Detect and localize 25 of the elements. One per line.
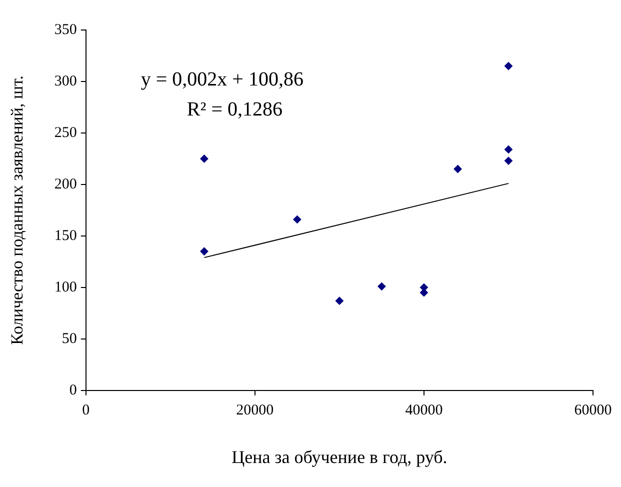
annotation: y = 0,002x + 100,86 [140,68,304,90]
point [504,62,512,70]
x-tick-label: 20000 [236,402,274,418]
point [454,165,462,174]
x-tick-label: 0 [82,402,90,418]
y-tick-label: 300 [54,73,77,90]
x-tick-label: 60000 [574,402,612,418]
point [200,154,208,163]
point [200,247,208,256]
x-tick-label: 40000 [405,402,443,418]
y-tick-label: 250 [54,124,77,141]
point [293,215,302,224]
annotation: R² = 0,1286 [186,98,283,120]
point [504,145,512,154]
point [378,282,386,290]
y-tick-label: 0 [69,382,77,398]
y-tick-label: 50 [62,330,77,347]
y-tick-label: 150 [54,228,77,244]
x-axis-title: Цена за обучение в год, руб. [232,446,448,467]
y-tick-label: 200 [54,176,77,192]
y-tick-label: 350 [54,22,77,38]
point [335,296,344,305]
y-axis-title: Количество поданных заявлений, шт. [8,76,27,345]
point [504,156,512,165]
y-tick-label: 100 [54,279,77,296]
